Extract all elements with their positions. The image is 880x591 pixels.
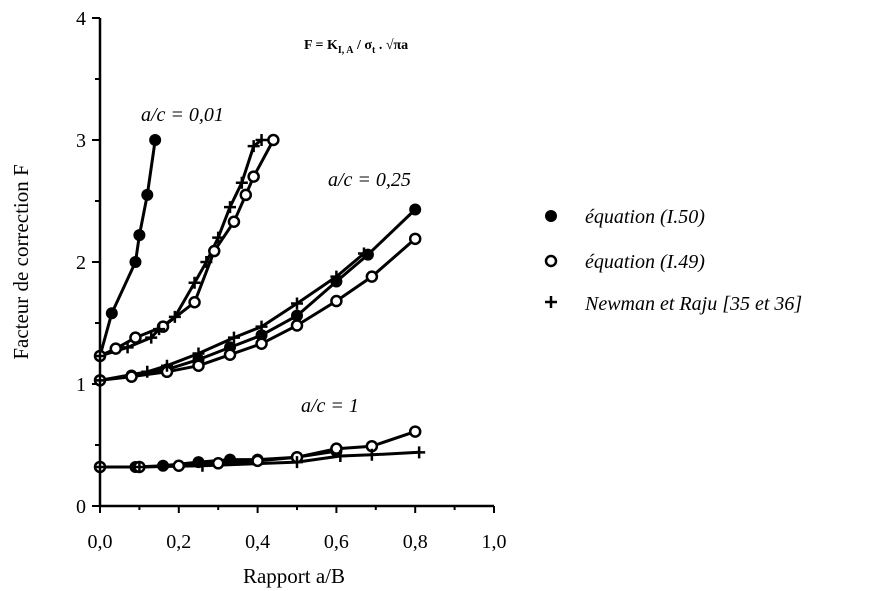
series-line-0 xyxy=(98,138,157,358)
markers xyxy=(93,133,426,474)
data-point-plus xyxy=(145,331,158,344)
y-tick-label: 1 xyxy=(76,374,86,396)
legend-filled-circle-icon xyxy=(545,210,557,222)
data-point-open-circle xyxy=(365,270,379,283)
data-point-plus xyxy=(291,297,303,310)
series-line-2 xyxy=(98,138,263,358)
data-point-open-circle xyxy=(109,342,123,355)
x-tick-label: 0,6 xyxy=(324,531,349,553)
legend-label: équation (I.49) xyxy=(585,251,705,273)
data-point-open-circle xyxy=(330,442,343,455)
data-point-plus xyxy=(94,374,106,387)
data-point-open-circle xyxy=(255,337,268,350)
data-point-plus xyxy=(212,231,225,244)
ticks: 0,0 0,2 0,4 0,6 0,8 1,0 0 1 2 3 4 xyxy=(76,8,507,553)
data-point-filled-circle xyxy=(291,309,303,322)
data-point-filled-circle xyxy=(141,188,154,201)
legend-open-circle-icon xyxy=(544,254,558,268)
legend-item-open-circle: équation (I.49) xyxy=(544,251,705,273)
data-point-filled-circle xyxy=(105,307,118,320)
data-point-plus xyxy=(255,320,268,333)
data-point-filled-circle xyxy=(255,329,268,342)
y-tick-label: 3 xyxy=(76,130,86,152)
data-point-plus xyxy=(200,256,213,268)
x-tick-label: 0,0 xyxy=(88,531,113,553)
data-point-plus xyxy=(224,201,237,214)
y-axis-title: Facteur de correction F xyxy=(9,164,33,359)
legend-plus-icon xyxy=(545,296,557,308)
data-point-plus xyxy=(141,365,154,378)
data-point-plus xyxy=(413,446,426,459)
series-line-5 xyxy=(98,252,366,382)
data-point-plus xyxy=(247,140,260,153)
legend-item-filled-circle: équation (I.50) xyxy=(545,206,705,228)
data-point-filled-circle xyxy=(409,203,422,216)
data-point-plus xyxy=(94,349,106,362)
x-tick-label: 0,4 xyxy=(245,531,270,553)
data-point-plus xyxy=(188,276,201,289)
data-point-open-circle xyxy=(129,331,142,344)
data-point-plus xyxy=(235,176,248,189)
data-point-open-circle xyxy=(247,170,260,183)
data-point-open-circle xyxy=(330,294,343,308)
data-point-plus xyxy=(330,270,343,283)
data-point-plus xyxy=(192,347,205,360)
data-point-plus xyxy=(160,359,173,372)
data-point-open-circle xyxy=(172,459,186,472)
data-point-plus xyxy=(365,448,378,461)
data-point-filled-circle xyxy=(129,256,142,268)
annotation-ac-025: a/c = 0,25 xyxy=(328,169,411,191)
data-point-open-circle xyxy=(223,348,237,361)
data-point-open-circle xyxy=(408,232,422,246)
data-point-open-circle xyxy=(192,359,205,372)
x-tick-label: 0,2 xyxy=(166,531,191,553)
data-point-open-circle xyxy=(290,319,304,332)
x-tick-label: 0,8 xyxy=(403,531,428,553)
series-line-4 xyxy=(98,237,417,382)
data-point-plus xyxy=(357,247,370,260)
series-line-3 xyxy=(98,208,417,382)
x-tick-label: 1,0 xyxy=(482,531,507,553)
series-line-1 xyxy=(98,138,275,358)
data-point-open-circle xyxy=(211,457,225,470)
legend-item-plus: Newman et Raju [35 et 36] xyxy=(545,293,802,315)
data-point-plus xyxy=(334,449,347,462)
data-point-filled-circle xyxy=(133,229,146,242)
data-point-filled-circle xyxy=(224,453,237,466)
formula-annotation: F = KI, A / σt . √πa xyxy=(304,38,408,56)
y-tick-label: 4 xyxy=(76,8,86,30)
data-point-plus xyxy=(227,331,240,344)
data-point-open-circle xyxy=(125,370,138,383)
data-point-open-circle xyxy=(408,425,422,438)
legend-label: équation (I.50) xyxy=(585,206,705,228)
y-tick-label: 0 xyxy=(76,496,86,518)
data-point-plus xyxy=(196,459,209,472)
data-point-filled-circle xyxy=(157,459,170,472)
data-point-open-circle xyxy=(239,188,253,202)
legend-label: Newman et Raju [35 et 36] xyxy=(584,293,802,315)
data-point-plus xyxy=(291,456,303,469)
x-axis-title: Rapport a/B xyxy=(243,564,345,588)
data-point-plus xyxy=(255,134,268,146)
annotation-ac-1: a/c = 1 xyxy=(301,395,359,417)
data-point-open-circle xyxy=(188,296,201,309)
data-point-open-circle xyxy=(267,133,280,147)
data-point-open-circle xyxy=(251,454,264,468)
data-point-open-circle xyxy=(227,215,241,228)
data-point-plus xyxy=(121,341,134,354)
data-point-plus xyxy=(133,460,146,473)
data-point-plus xyxy=(94,460,106,473)
data-point-open-circle xyxy=(208,244,221,258)
data-point-plus xyxy=(153,323,166,336)
y-tick-label: 2 xyxy=(76,252,86,274)
data-point-plus xyxy=(168,310,181,323)
data-point-filled-circle xyxy=(149,134,162,146)
annotation-ac-001: a/c = 0,01 xyxy=(141,104,224,126)
legend: équation (I.50) équation (I.49) Newman e… xyxy=(544,206,802,315)
